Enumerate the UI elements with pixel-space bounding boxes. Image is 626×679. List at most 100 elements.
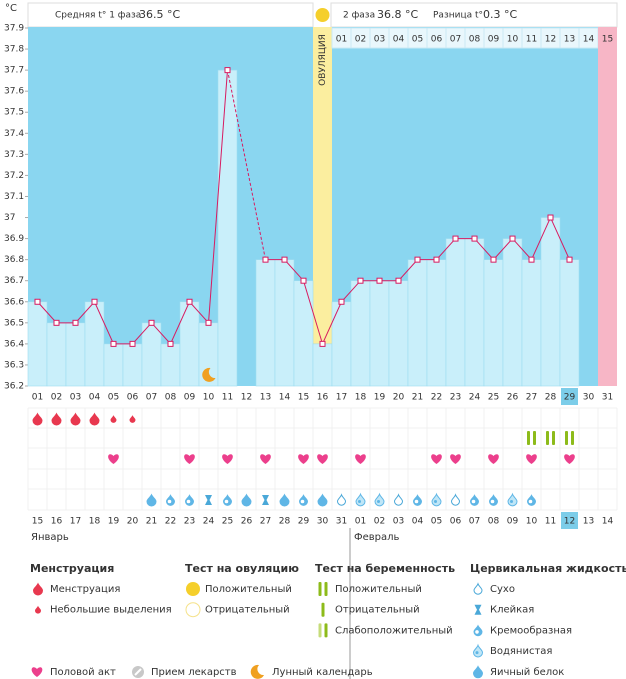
date-label: 07 (469, 517, 480, 527)
y-tick-label: 36.5 (4, 318, 24, 328)
drop-icon (413, 494, 422, 506)
legend-item: Лунный календарь (250, 664, 373, 679)
legend-label: Отрицательный (205, 605, 290, 616)
cervical_fluid-marker (241, 493, 252, 507)
x-tick-label: 24 (469, 393, 481, 403)
sticky-icon (205, 495, 212, 505)
legend-item: Отрицательный (185, 602, 290, 618)
menstruation-marker (51, 412, 62, 426)
point (186, 298, 193, 305)
drop-icon (355, 492, 366, 507)
menstruation-marker (70, 412, 81, 426)
bar (293, 280, 314, 387)
moon-icon (250, 664, 264, 679)
drop-icon (336, 493, 347, 506)
heart-icon (488, 454, 499, 464)
pregnancy_test-marker (527, 431, 536, 445)
phase2-day: 12 (545, 35, 556, 45)
date-label: 09 (507, 517, 519, 527)
pregnancy_test-marker (565, 431, 574, 445)
legend-item: Небольшие выделения (35, 605, 172, 616)
legend-item: Менструация (33, 582, 120, 596)
x-tick-label: 11 (222, 393, 233, 403)
drop-icon (70, 412, 81, 426)
test-bar (546, 431, 549, 445)
watery-dot (510, 500, 513, 503)
date-label: 28 (279, 517, 291, 527)
heart-icon (564, 454, 575, 464)
phase2-day: 13 (564, 35, 575, 45)
diff-value: 0.3 °C (483, 8, 517, 21)
legend-item: Водянистая (472, 643, 552, 658)
date-label: 31 (336, 517, 347, 527)
legend-label: Половой акт (50, 667, 116, 678)
drop-icon (473, 665, 483, 679)
moon-icon (202, 367, 216, 382)
x-tick-label: 14 (279, 393, 291, 403)
drop-icon (279, 493, 290, 507)
test-bar (321, 602, 325, 617)
moon-marker (202, 367, 216, 382)
y-tick-label: 37.5 (4, 108, 24, 118)
menstruation-marker (32, 412, 43, 426)
date-label: 01 (355, 517, 366, 527)
y-unit: °C (5, 3, 17, 14)
y-tick-label: 36.3 (4, 360, 24, 370)
date-label: 22 (165, 517, 176, 527)
ovulation-label: ОВУЛЯЦИЯ (318, 34, 328, 86)
legend-title: Тест на беременность (315, 562, 455, 575)
bar (27, 301, 48, 387)
bar (407, 259, 428, 387)
phase1-box (27, 2, 314, 28)
phase2-day: 10 (507, 35, 519, 45)
intercourse-marker (184, 454, 195, 464)
drop-icon (35, 605, 41, 614)
x-tick-label: 25 (488, 393, 499, 403)
point (91, 298, 98, 305)
y-tick-label: 37.9 (4, 24, 24, 34)
heart-icon (298, 454, 309, 464)
phase2-day: 07 (450, 35, 461, 45)
pill-line (134, 668, 142, 676)
bar (350, 280, 371, 387)
test-bar (552, 431, 555, 445)
x-tick-label: 01 (32, 393, 43, 403)
drop-icon (33, 582, 43, 596)
y-tick-label: 37 (4, 213, 15, 223)
phase2-day: 06 (431, 35, 443, 45)
cervical_fluid-marker (279, 493, 290, 507)
bar (160, 343, 181, 387)
y-tick-label: 36.7 (4, 276, 24, 286)
phase2-day: 01 (336, 35, 347, 45)
x-tick-label: 07 (146, 393, 157, 403)
date-label: 21 (146, 517, 157, 527)
date-label: 26 (241, 517, 253, 527)
drop-icon (374, 492, 385, 507)
drop-icon (473, 582, 483, 595)
x-tick-label: 16 (317, 393, 329, 403)
cervical_fluid-marker (166, 494, 175, 506)
menstruation-marker (110, 415, 117, 423)
test-bar (571, 431, 574, 445)
watery-dot (358, 500, 361, 503)
heart-icon (260, 454, 271, 464)
test-bar (324, 582, 328, 596)
cervical_fluid-marker (470, 494, 479, 506)
cervical_fluid-marker (185, 494, 194, 506)
x-tick-label: 28 (545, 393, 557, 403)
drop-icon (32, 412, 43, 426)
cervical_fluid-marker (489, 494, 498, 506)
date-label: 25 (222, 517, 233, 527)
sun-icon (186, 582, 200, 596)
bar (122, 343, 143, 387)
bar (483, 259, 504, 387)
heart-icon (431, 454, 442, 464)
legend-label: Положительный (205, 584, 292, 595)
date-label: 13 (583, 517, 594, 527)
x-tick-label: 12 (241, 393, 252, 403)
phase2-day: 03 (374, 35, 385, 45)
bar (141, 322, 162, 387)
drop-icon (470, 494, 479, 506)
intercourse-marker (564, 454, 575, 464)
bar (65, 322, 86, 387)
